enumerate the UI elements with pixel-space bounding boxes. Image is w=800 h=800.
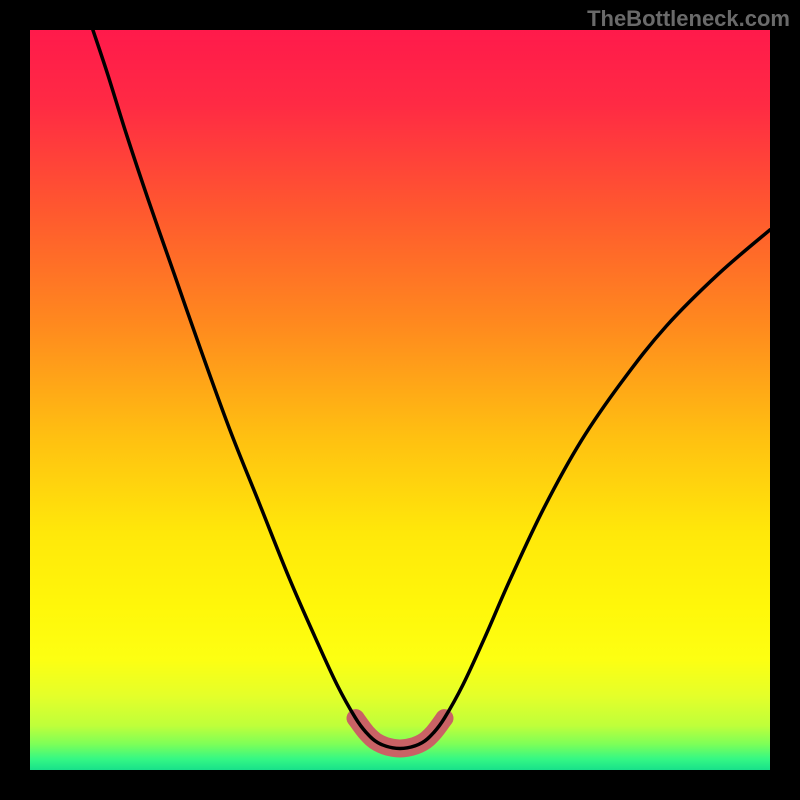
attribution-text: TheBottleneck.com — [587, 6, 790, 32]
chart-frame: TheBottleneck.com — [0, 0, 800, 800]
curve-layer — [30, 30, 770, 770]
plot-area — [30, 30, 770, 770]
bottleneck-curve — [93, 30, 770, 748]
